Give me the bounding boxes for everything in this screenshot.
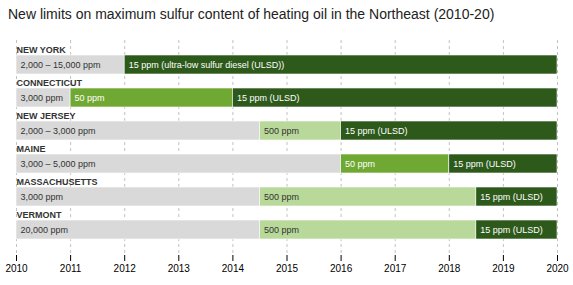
svg-text:MAINE: MAINE: [17, 144, 46, 154]
svg-text:NEW YORK: NEW YORK: [17, 45, 67, 55]
svg-text:2017: 2017: [384, 263, 407, 274]
svg-text:2011: 2011: [60, 263, 82, 274]
svg-text:3,000 ppm: 3,000 ppm: [21, 192, 64, 202]
svg-text:2014: 2014: [222, 263, 245, 274]
svg-text:15 ppm (ultra-low sulfur diese: 15 ppm (ultra-low sulfur diesel (ULSD)): [129, 60, 285, 70]
svg-text:2013: 2013: [168, 263, 191, 274]
svg-text:2,000 – 15,000 ppm: 2,000 – 15,000 ppm: [21, 60, 101, 70]
svg-text:2019: 2019: [492, 263, 515, 274]
svg-text:50 ppm: 50 ppm: [345, 159, 375, 169]
svg-text:500 ppm: 500 ppm: [264, 192, 299, 202]
svg-text:15 ppm (ULSD): 15 ppm (ULSD): [480, 192, 543, 202]
svg-text:15 ppm (ULSD): 15 ppm (ULSD): [237, 93, 300, 103]
svg-text:2012: 2012: [114, 263, 137, 274]
svg-text:15 ppm (ULSD): 15 ppm (ULSD): [345, 126, 408, 136]
svg-text:2015: 2015: [276, 263, 299, 274]
svg-text:15 ppm (ULSD): 15 ppm (ULSD): [480, 225, 543, 235]
svg-text:2,000 – 3,000 ppm: 2,000 – 3,000 ppm: [21, 126, 96, 136]
svg-text:2018: 2018: [438, 263, 461, 274]
svg-text:500 ppm: 500 ppm: [264, 225, 299, 235]
svg-text:3,000 ppm: 3,000 ppm: [21, 93, 64, 103]
svg-text:500 ppm: 500 ppm: [264, 126, 299, 136]
svg-text:20,000 ppm: 20,000 ppm: [21, 225, 69, 235]
svg-text:15 ppm (ULSD): 15 ppm (ULSD): [453, 159, 516, 169]
svg-text:VERMONT: VERMONT: [17, 210, 63, 220]
svg-text:2016: 2016: [330, 263, 353, 274]
html-text:New limits on maximum sulfur c: New limits on maximum sulfur content of …: [8, 6, 495, 22]
svg-text:CONNECTICUT: CONNECTICUT: [17, 78, 83, 88]
svg-text:2010: 2010: [5, 263, 28, 274]
svg-text:MASSACHUSETTS: MASSACHUSETTS: [17, 177, 98, 187]
svg-text:3,000 – 5,000 ppm: 3,000 – 5,000 ppm: [21, 159, 96, 169]
svg-text:2020: 2020: [546, 263, 569, 274]
svg-text:NEW JERSEY: NEW JERSEY: [17, 111, 76, 121]
svg-text:50 ppm: 50 ppm: [75, 93, 105, 103]
